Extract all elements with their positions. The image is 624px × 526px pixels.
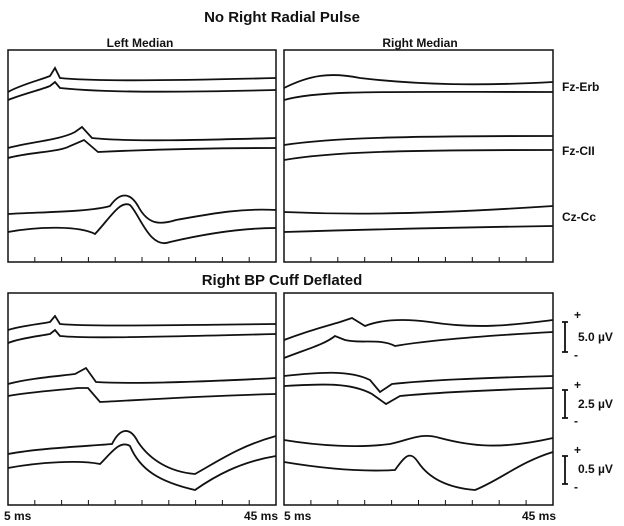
scale-minus: - xyxy=(574,348,578,362)
trace xyxy=(7,443,277,491)
scale-brackets xyxy=(562,321,568,485)
trace xyxy=(7,203,277,245)
channel-label: Fz-Erb xyxy=(562,80,599,94)
column-title: Left Median xyxy=(107,36,174,50)
scale-label: 0.5 µV xyxy=(578,462,613,476)
time-start: 5 ms xyxy=(4,509,32,523)
top-title: No Right Radial Pulse xyxy=(204,9,360,26)
time-end: 45 ms xyxy=(244,509,278,523)
scale-plus: + xyxy=(574,308,581,322)
trace xyxy=(7,125,277,149)
trace xyxy=(283,451,554,491)
trace xyxy=(7,430,277,475)
scale-label: 5.0 µV xyxy=(578,330,613,344)
trace xyxy=(283,225,554,233)
trace xyxy=(283,317,554,341)
traces xyxy=(7,66,554,491)
channel-label: Fz-CII xyxy=(562,144,595,158)
trace xyxy=(283,331,554,359)
bottom-title: Right BP Cuff Deflated xyxy=(202,272,363,289)
trace xyxy=(7,194,277,224)
trace xyxy=(283,434,554,447)
scale-bracket xyxy=(562,321,568,353)
time-start: 5 ms xyxy=(284,509,312,523)
trace xyxy=(283,74,554,89)
trace xyxy=(283,149,554,161)
scale-minus: - xyxy=(574,414,578,428)
scale-bracket xyxy=(562,389,568,419)
time-end: 45 ms xyxy=(522,509,556,523)
trace xyxy=(7,328,277,344)
trace xyxy=(7,314,277,331)
scale-plus: + xyxy=(574,378,581,392)
trace xyxy=(283,371,554,394)
column-title: Right Median xyxy=(382,36,457,50)
trace xyxy=(7,366,277,385)
scale-minus: - xyxy=(574,480,578,494)
channel-label: Cz-Cc xyxy=(562,210,596,224)
trace xyxy=(7,66,277,93)
scale-plus: + xyxy=(574,443,581,457)
trace xyxy=(283,90,554,101)
trace xyxy=(283,383,554,406)
scale-bracket xyxy=(562,455,568,485)
scale-label: 2.5 µV xyxy=(578,397,613,411)
trace xyxy=(7,80,277,101)
trace xyxy=(283,205,554,215)
trace xyxy=(7,138,277,159)
trace xyxy=(7,387,277,403)
trace xyxy=(283,135,554,146)
